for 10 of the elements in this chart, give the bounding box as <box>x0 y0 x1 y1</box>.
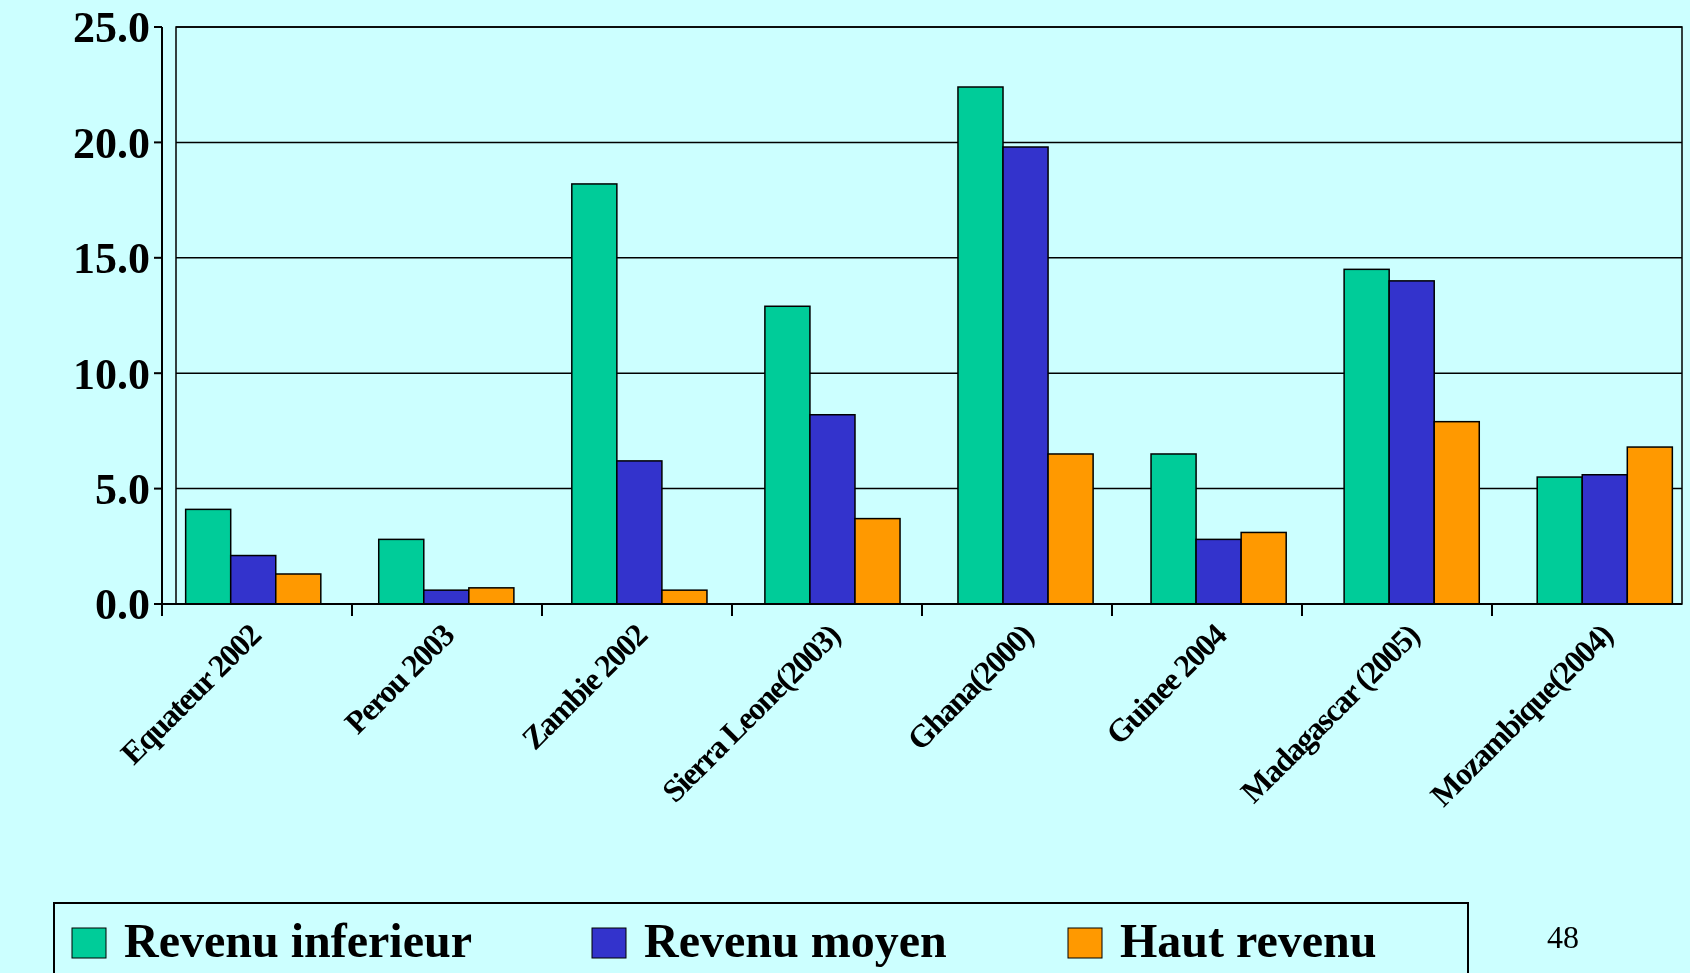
legend-label: Revenu inferieur <box>124 914 472 967</box>
y-tick-label: 20.0 <box>73 118 150 168</box>
y-tick-label: 25.0 <box>73 3 150 53</box>
y-tick-label: 5.0 <box>95 465 150 514</box>
y-tick-label: 0.0 <box>95 580 150 630</box>
text: 48 <box>1547 919 1579 955</box>
legend-label: Revenu moyen <box>644 914 947 967</box>
legend-label: Haut revenu <box>1120 914 1377 967</box>
y-tick-label: 15.0 <box>73 234 150 284</box>
y-tick-label: 10.0 <box>73 349 150 399</box>
